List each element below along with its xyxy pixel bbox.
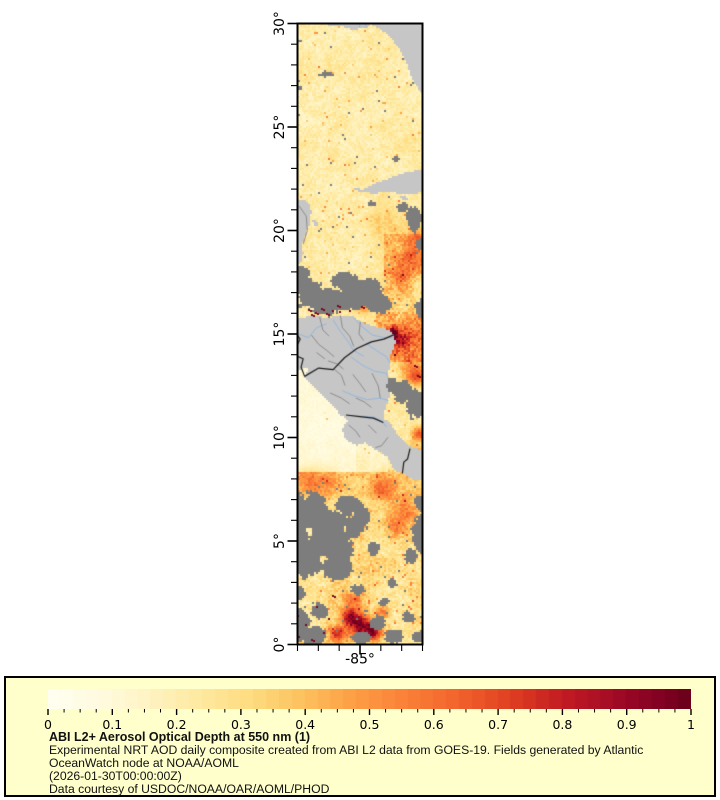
y-axis-tick-label: 0° [272, 637, 288, 653]
legend-courtesy: Data courtesy of USDOC/NOAA/OAR/AOML/PHO… [49, 782, 330, 796]
legend-timestamp: (2026-01-30T00:00:00Z) [49, 769, 182, 783]
legend-panel: 0 0.1 0.2 0.3 0.4 0.5 0.6 0.7 0.8 0.9 1 ABI L2+ Ae… [4, 676, 716, 797]
colorbar-canvas [48, 689, 691, 709]
y-axis-tick-label: 15° [272, 322, 288, 347]
y-axis-tick-label: 30° [272, 11, 288, 36]
colorbar-tick-label: 0.7 [488, 717, 508, 732]
colorbar-tick-label: 0.8 [552, 717, 572, 732]
colorbar-tick-label: 0.9 [617, 717, 637, 732]
legend-description-line1: Experimental NRT AOD daily composite cre… [49, 743, 644, 757]
y-axis-tick-label: 10° [272, 425, 288, 450]
map-figure: 0° 5° 10° 15° 20° 25° 30° -85° [272, 11, 424, 668]
y-axis-tick-label: 25° [272, 115, 288, 140]
colorbar-tick-label: 0.6 [424, 717, 444, 732]
legend-title: ABI L2+ Aerosol Optical Depth at 550 nm … [49, 730, 311, 744]
y-axis-tick-label: 20° [272, 218, 288, 243]
aod-map-canvas [298, 24, 422, 644]
colorbar-tick-label: 1 [687, 717, 695, 732]
colorbar-tick-label: 0.5 [360, 717, 380, 732]
x-axis-tick-label: -85° [345, 652, 375, 668]
y-axis-tick-label: 5° [272, 533, 288, 549]
legend-description-line2: OceanWatch node at NOAA/AOML [49, 756, 239, 770]
